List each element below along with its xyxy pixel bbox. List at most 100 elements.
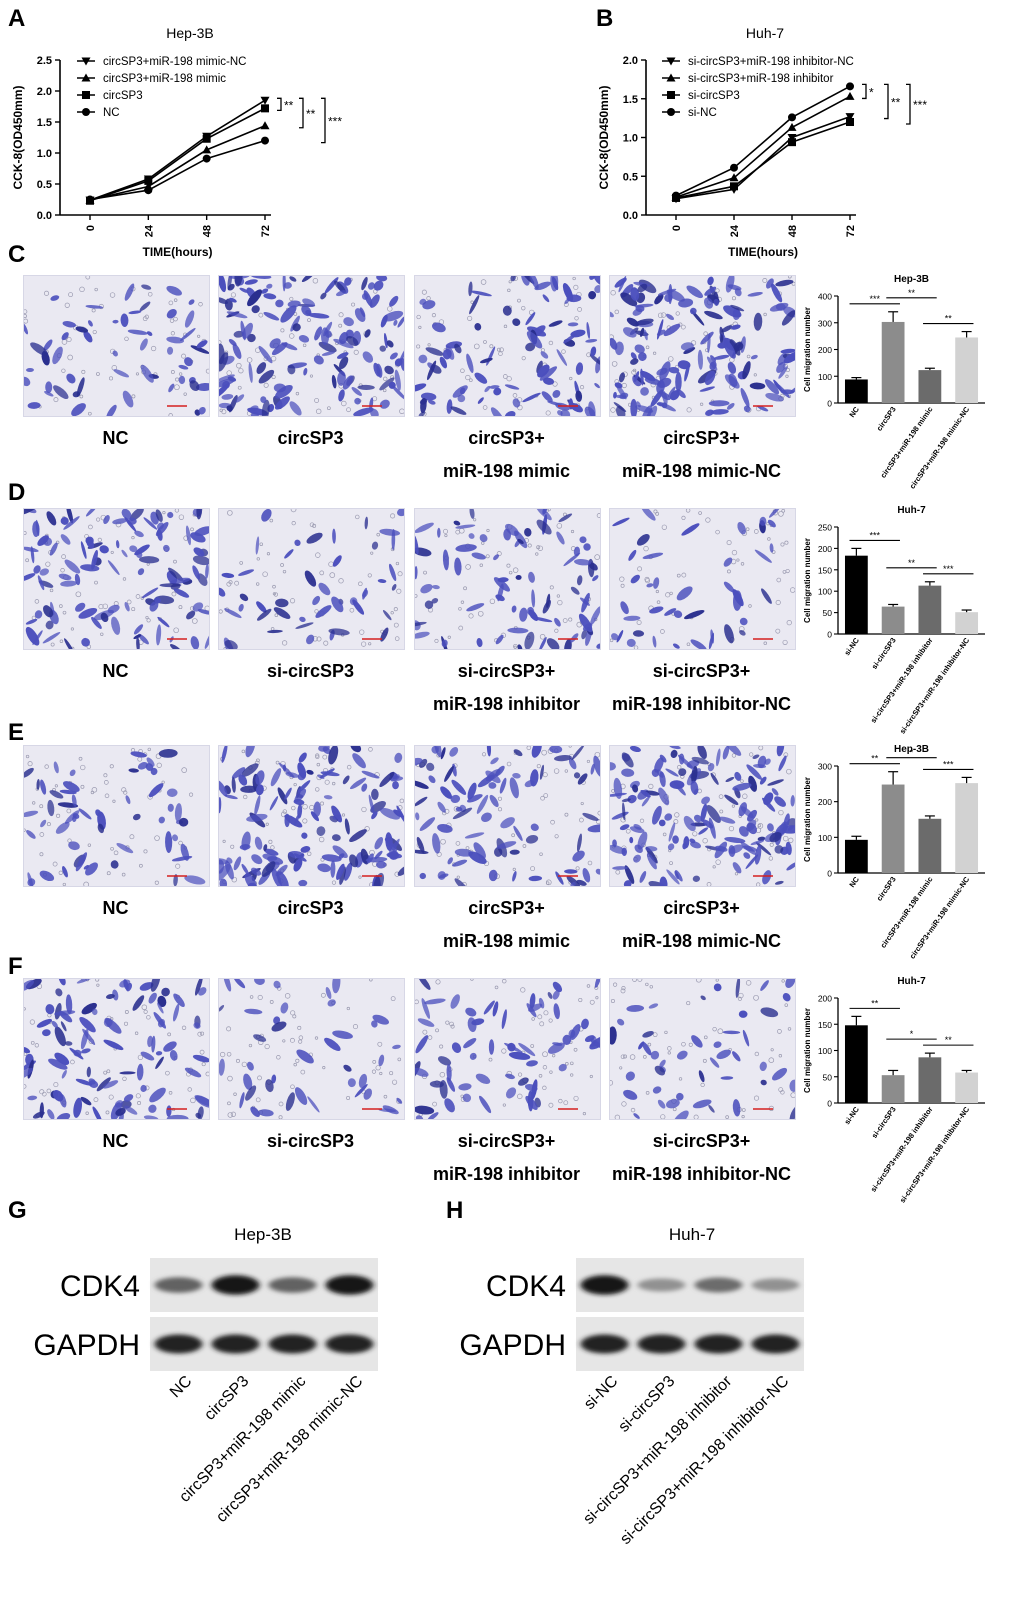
micrograph-c-3 [414, 275, 601, 417]
micrograph-label: miR-198 inhibitor [432, 1164, 580, 1184]
micrograph-f-1 [23, 978, 210, 1120]
panel-letter-h: H [446, 1197, 463, 1224]
legend-marker [666, 57, 676, 66]
micrograph-label: miR-198 mimic-NC [621, 461, 782, 481]
bar [955, 337, 979, 403]
legend-marker [667, 91, 675, 99]
x-tick-label: 24 [143, 224, 155, 237]
bar-chart-d: Huh-7 0 50 100 150 200 250 Cell migration numbe… [803, 505, 985, 736]
chart-title: Hep-3B [894, 274, 929, 285]
protein-label: CDK4 [60, 1270, 140, 1303]
blot-band [154, 1277, 203, 1293]
y-tick-label: 1.0 [37, 148, 52, 160]
protein-label: CDK4 [486, 1270, 566, 1303]
data-point [260, 96, 270, 105]
micrograph-label: circSP3+ [663, 428, 740, 448]
blot-band [637, 1278, 686, 1292]
y-axis-label: CCK-8(OD450mm) [11, 85, 25, 189]
stained-cells [219, 509, 404, 649]
panel-letter-b: B [596, 5, 613, 32]
stained-cells [219, 276, 404, 416]
micrograph-e-4 [609, 745, 796, 887]
micrograph-label: circSP3 [277, 898, 344, 918]
significance-bracket [862, 83, 867, 100]
western-blot-h: Huh-7CDK4GAPDHsi-NCsi-circSP3si-circSP3+… [459, 1225, 804, 1548]
bar [918, 818, 942, 873]
stained-cells [24, 747, 206, 886]
x-tick-label: 0 [671, 225, 683, 231]
micrograph-label: si-circSP3+ [652, 1131, 751, 1151]
blot-band [580, 1275, 629, 1295]
stained-cells [24, 509, 209, 649]
stained-cells [219, 979, 403, 1119]
micrograph-label: miR-198 inhibitor [432, 694, 580, 714]
chart-title: Huh-7 [897, 976, 926, 987]
y-tick-label: 0 [827, 1099, 832, 1109]
data-point [729, 173, 739, 182]
y-tick-label: 250 [818, 523, 832, 533]
micrograph-label: NC [102, 428, 129, 448]
micrograph-label: NC [102, 1131, 129, 1151]
micrograph-e-2 [218, 745, 405, 887]
bar [955, 612, 979, 634]
y-tick-label: 100 [818, 587, 832, 597]
y-tick-label: 0.0 [37, 210, 52, 222]
micrograph-f-4 [609, 978, 796, 1120]
significance-label: *** [943, 564, 954, 574]
y-tick-label: 2.5 [37, 55, 52, 67]
bar [844, 1025, 868, 1103]
micrograph-c-2 [218, 275, 405, 417]
significance-bracket [299, 97, 304, 129]
bar [881, 321, 905, 403]
significance-label: ** [871, 998, 879, 1008]
category-label: si-circSP3+miR-198 inhibitor [869, 1105, 935, 1194]
data-point [788, 113, 796, 122]
stained-cells [24, 979, 209, 1119]
category-label: NC [847, 875, 861, 890]
micrograph-f-3 [414, 978, 601, 1120]
panel-letter-c: C [8, 241, 25, 268]
y-tick-label: 200 [818, 345, 832, 355]
legend-label: si-NC [688, 107, 717, 119]
data-point [202, 145, 212, 154]
legend-marker [81, 57, 91, 66]
micrograph-c-4 [609, 275, 796, 417]
series-line [675, 115, 851, 200]
micrograph-d-2 [218, 508, 405, 650]
bar [918, 585, 942, 634]
y-tick-label: 150 [818, 1020, 832, 1030]
stained-cells [610, 979, 795, 1119]
legend-label: circSP3+miR-198 mimic-NC [103, 56, 246, 68]
micrograph-label: si-circSP3 [266, 1131, 355, 1151]
y-tick-label: 0.5 [37, 179, 52, 191]
panel-letters: A B C D E F G H [8, 5, 613, 1224]
x-tick-label: 72 [260, 225, 272, 237]
data-point [730, 182, 738, 191]
significance-label: ** [945, 314, 953, 324]
micrograph-d-1 [23, 508, 210, 650]
stained-cells [610, 509, 795, 649]
blot-band [694, 1334, 743, 1354]
significance-label: * [910, 1029, 914, 1039]
significance-bracket [321, 97, 326, 144]
y-tick-label: 0 [827, 399, 832, 409]
significance-bracket [277, 97, 282, 112]
lane-label: NC [167, 1373, 195, 1401]
micrograph-label: miR-198 mimic [442, 461, 571, 481]
y-tick-label: 100 [818, 833, 832, 843]
micrograph-label: si-circSP3 [266, 661, 355, 681]
stained-cells [24, 276, 209, 416]
blot-band [694, 1277, 743, 1293]
bar-charts: Hep-3B 0 100 200 300 400 Cell migration number… [803, 274, 985, 1205]
data-point [845, 91, 855, 100]
category-label: circSP3+miR-198 mimic-NC [908, 405, 972, 491]
series-3: NC [77, 107, 269, 204]
data-point [202, 134, 211, 143]
x-axis-label: TIME(hours) [728, 245, 798, 259]
stained-cells [415, 276, 600, 416]
series-1: si-circSP3+miR-198 inhibitor [662, 73, 855, 201]
x-tick-label: 72 [845, 225, 857, 237]
bar-chart-e: Hep-3B 0 100 200 300 Cell migration number NC c… [803, 744, 985, 961]
stained-cells [610, 276, 795, 416]
